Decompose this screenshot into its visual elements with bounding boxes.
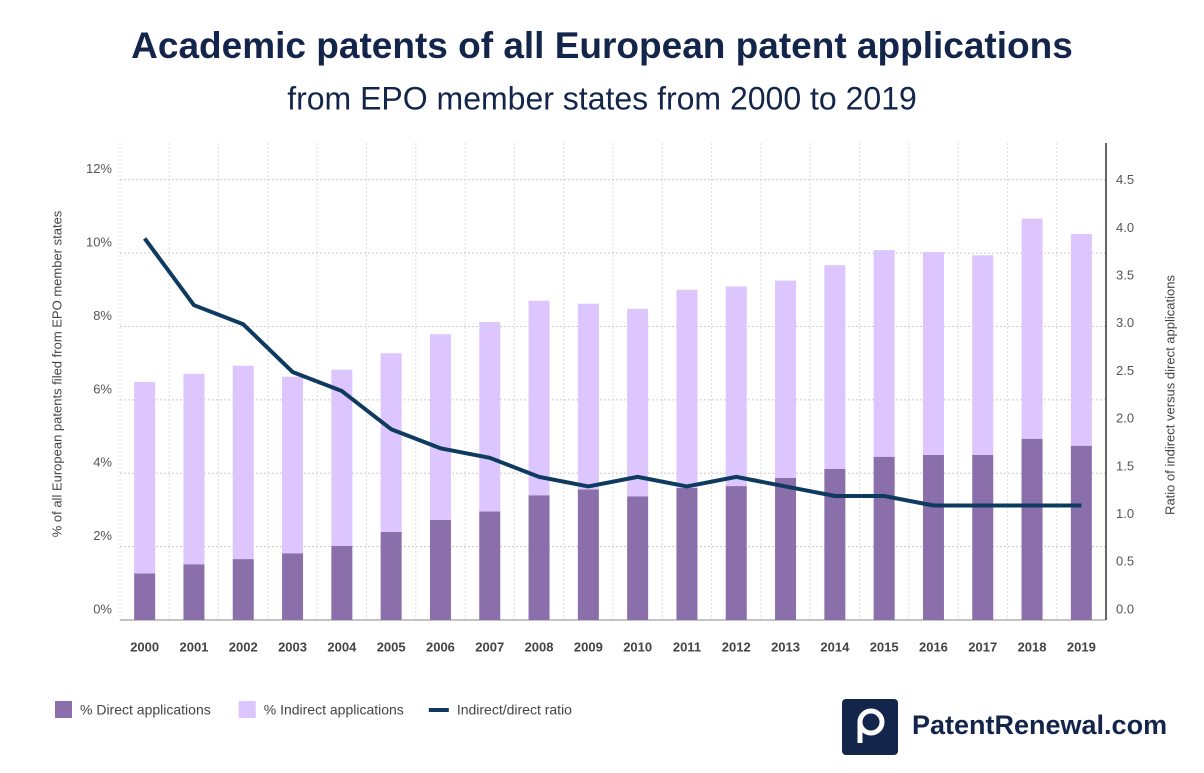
x-tick-label: 2003 <box>278 639 307 654</box>
x-tick-label: 2001 <box>179 639 208 654</box>
bar <box>972 255 993 455</box>
bar <box>381 353 402 532</box>
y2-tick-label: 3.5 <box>1116 268 1134 283</box>
bar <box>233 366 254 559</box>
bar <box>1071 446 1092 620</box>
logo-box <box>842 699 898 755</box>
bar <box>430 520 451 620</box>
bar <box>676 488 697 620</box>
x-tick-label: 2010 <box>623 639 652 654</box>
x-tick-label: 2018 <box>1018 639 1047 654</box>
bar <box>479 511 500 620</box>
bar <box>183 374 204 564</box>
legend-label: % Direct applications <box>80 702 211 718</box>
bar <box>726 486 747 620</box>
x-tick-label: 2005 <box>377 639 406 654</box>
y-tick-label: 0% <box>93 601 112 616</box>
legend-label: % Indirect applications <box>264 702 404 718</box>
y-tick-label: 6% <box>93 381 112 396</box>
bar <box>775 281 796 478</box>
bar <box>1022 219 1043 439</box>
bar <box>627 309 648 496</box>
y-tick-label: 10% <box>86 235 112 250</box>
bar <box>381 532 402 620</box>
bar <box>282 377 303 553</box>
x-tick-label: 2004 <box>327 639 357 654</box>
y-tick-label: 4% <box>93 455 112 470</box>
y2-tick-label: 4.5 <box>1116 172 1134 187</box>
bar <box>183 564 204 620</box>
bar <box>775 478 796 620</box>
bar <box>874 250 895 457</box>
chart-title: Academic patents of all European patent … <box>131 25 1073 66</box>
y-axis-title: % of all European patents filed from EPO… <box>49 210 64 537</box>
y-tick-label: 8% <box>93 308 112 323</box>
x-tick-label: 2008 <box>525 639 554 654</box>
y2-tick-label: 0.5 <box>1116 554 1134 569</box>
bar <box>578 304 599 490</box>
brand-name: PatentRenewal.com <box>912 710 1167 740</box>
y2-tick-label: 2.0 <box>1116 411 1134 426</box>
bar <box>627 496 648 620</box>
x-tick-label: 2009 <box>574 639 603 654</box>
bar <box>1022 439 1043 620</box>
x-tick-label: 2011 <box>673 639 701 654</box>
bar <box>824 265 845 469</box>
legend-swatch <box>55 701 72 718</box>
bar <box>529 495 550 620</box>
bar <box>972 455 993 620</box>
y-tick-label: 12% <box>86 161 112 176</box>
bar <box>676 290 697 488</box>
y2-tick-label: 1.5 <box>1116 458 1134 473</box>
x-tick-label: 2007 <box>475 639 504 654</box>
y2-axis-title: Ratio of indirect versus direct applicat… <box>1162 275 1177 515</box>
y2-tick-label: 0.0 <box>1116 601 1134 616</box>
bar <box>331 546 352 620</box>
x-tick-label: 2002 <box>229 639 258 654</box>
y2-tick-label: 3.0 <box>1116 315 1134 330</box>
x-tick-label: 2000 <box>130 639 159 654</box>
x-tick-label: 2006 <box>426 639 455 654</box>
y-tick-label: 2% <box>93 528 112 543</box>
legend-label: Indirect/direct ratio <box>457 702 572 718</box>
bar <box>874 457 895 620</box>
y2-tick-label: 1.0 <box>1116 506 1134 521</box>
bar <box>134 382 155 574</box>
bar <box>479 322 500 511</box>
legend-swatch <box>239 701 256 718</box>
bar <box>824 469 845 620</box>
chart-subtitle: from EPO member states from 2000 to 2019 <box>287 80 917 116</box>
bar <box>529 301 550 495</box>
bar <box>726 286 747 486</box>
bar <box>233 559 254 620</box>
x-tick-label: 2017 <box>968 639 997 654</box>
bar <box>1071 234 1092 446</box>
brand-logo <box>842 699 898 755</box>
x-tick-label: 2019 <box>1067 639 1096 654</box>
x-tick-label: 2013 <box>771 639 800 654</box>
bar <box>923 252 944 455</box>
x-tick-label: 2012 <box>722 639 751 654</box>
bar <box>578 489 599 620</box>
x-tick-label: 2014 <box>820 639 850 654</box>
y2-tick-label: 2.5 <box>1116 363 1134 378</box>
x-tick-label: 2016 <box>919 639 948 654</box>
x-tick-label: 2015 <box>870 639 899 654</box>
bar <box>134 573 155 620</box>
bar <box>282 553 303 620</box>
y2-tick-label: 4.0 <box>1116 220 1134 235</box>
bar <box>430 334 451 520</box>
bar <box>923 455 944 620</box>
